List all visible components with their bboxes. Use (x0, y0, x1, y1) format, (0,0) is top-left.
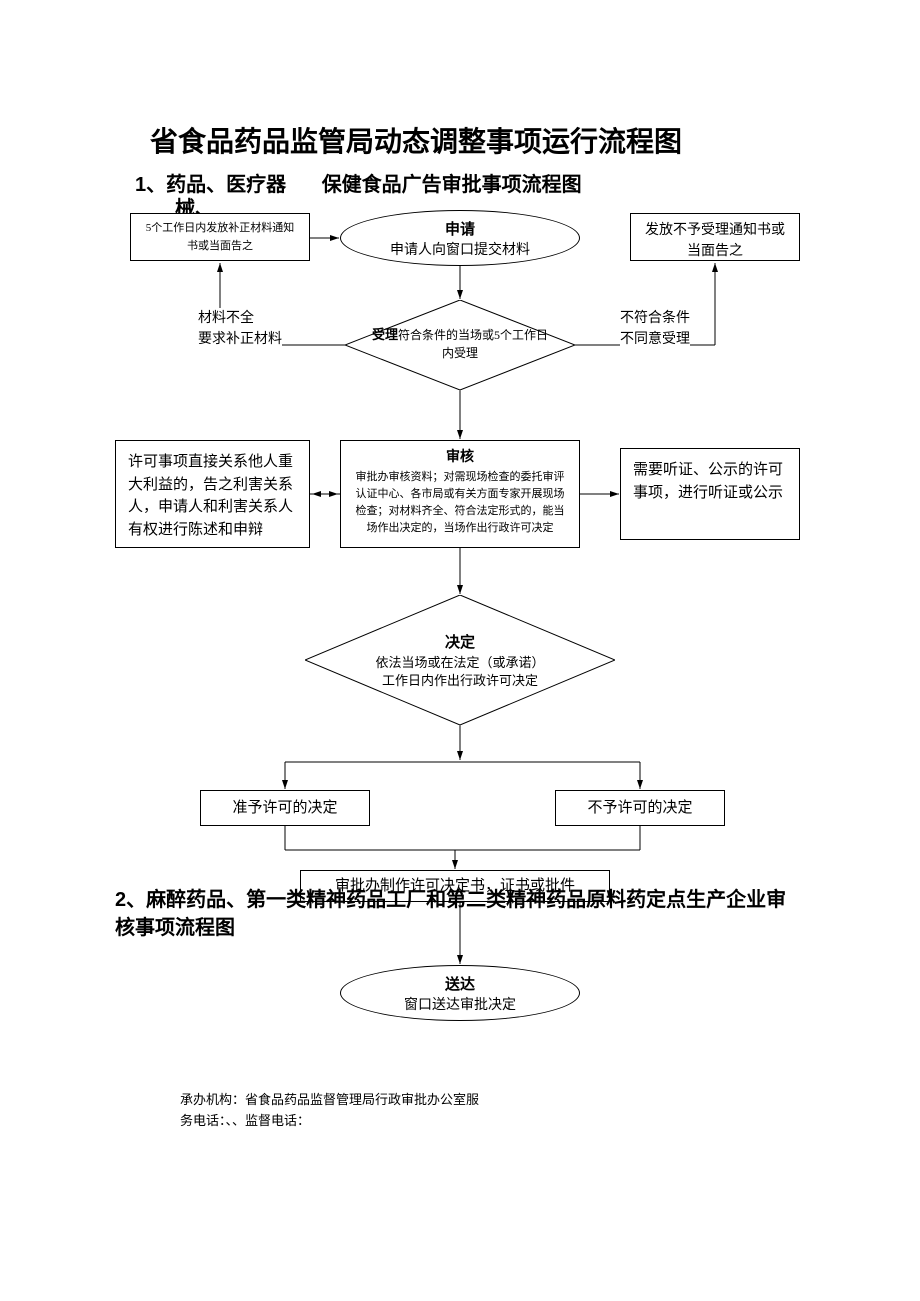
node-reject-notice: 发放不予受理通知书或当面告之 (630, 213, 800, 261)
section1-p3: 保健食品广告审批事项流程图 (292, 174, 582, 196)
review-title: 审核 (351, 447, 569, 469)
accept-title: 受理 (372, 327, 398, 342)
node-stakeholder: 许可事项直接关系他人重大利益的，告之利害关系人，申请人和利害关系人有权进行陈述和… (115, 440, 310, 548)
page-title: 省食品药品监管局动态调整事项运行流程图 (150, 120, 682, 160)
node-approve: 准予许可的决定 (200, 790, 370, 826)
section2-title: 2、麻醉药品、第一类精神药品工厂和第二类精神药品原料药定点生产企业审核事项流程图 (115, 886, 805, 942)
node-deny: 不予许可的决定 (555, 790, 725, 826)
footer-line2: 务电话：、、监督电话： (180, 1111, 479, 1132)
section1-title: 1、药品、医疗器 保健食品广告审批事项流程图 (135, 172, 785, 198)
node-apply: 申请 申请人向窗口提交材料 (340, 210, 580, 266)
review-body: 审批办审核资料；对需现场检查的委托审评认证中心、各市局或有关方面专家开展现场检查… (351, 469, 569, 537)
node-review: 审核 审批办审核资料；对需现场检查的委托审评认证中心、各市局或有关方面专家开展现… (340, 440, 580, 548)
decision-title: 决定 (370, 633, 550, 654)
apply-title: 申请 (445, 218, 475, 239)
decision-body: 依法当场或在法定（或承诺）工作日内作出行政许可决定 (370, 654, 550, 690)
deliver-body: 窗口送达审批决定 (404, 994, 516, 1014)
section1-p1: 药品、医疗器 (166, 174, 286, 196)
footer: 承办机构：省食品药品监督管理局行政审批办公室服 务电话：、、监督电话： (180, 1090, 479, 1132)
accept-body: 符合条件的当场或5个工作日内受理 (398, 328, 548, 360)
edge-incomplete: 材料不全 要求补正材料 (198, 308, 282, 350)
node-correction: 5个工作日内发放补正材料通知书或当面告之 (130, 213, 310, 261)
footer-line1: 承办机构：省食品药品监督管理局行政审批办公室服 (180, 1090, 479, 1111)
apply-body: 申请人向窗口提交材料 (390, 239, 530, 259)
section1-num: 1、 (135, 174, 166, 196)
deliver-title: 送达 (445, 973, 475, 994)
node-deliver: 送达 窗口送达审批决定 (340, 965, 580, 1021)
edge-unqualified: 不符合条件 不同意受理 (620, 308, 690, 350)
node-hearing: 需要听证、公示的许可事项，进行听证或公示 (620, 448, 800, 540)
